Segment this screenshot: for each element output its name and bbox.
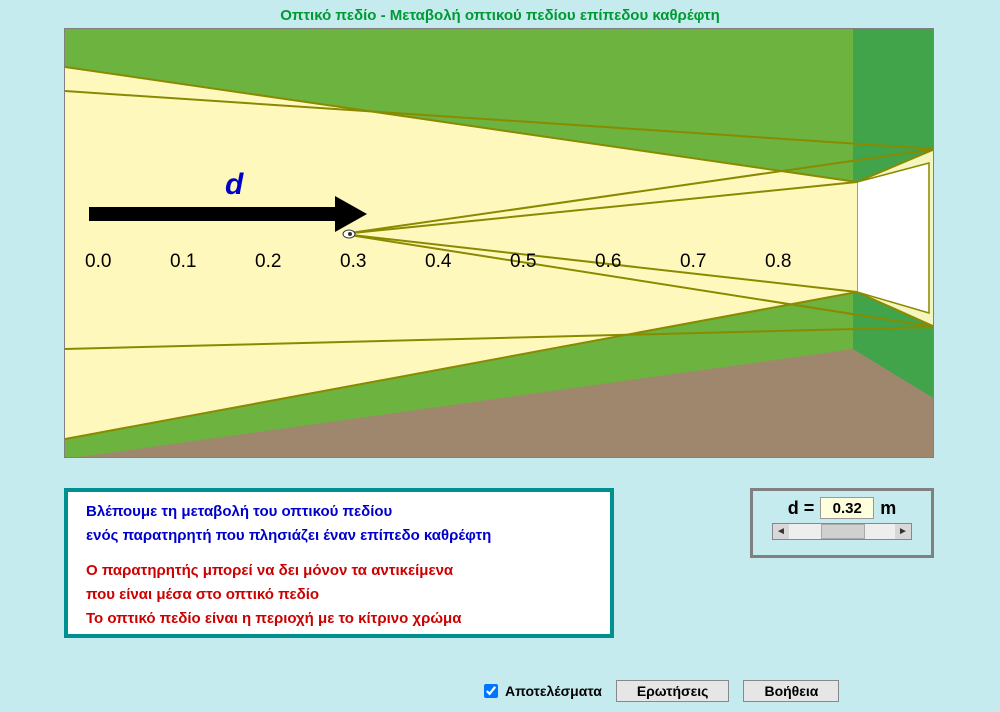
info-line-2: ενός παρατηρητή που πλησιάζει έναν επίπε… [86,526,592,546]
questions-button[interactable]: Ερωτήσεις [616,680,730,702]
slider-track[interactable] [789,524,895,539]
info-line-5: Το οπτικό πεδίο είναι η περιοχή με το κί… [86,609,592,629]
slider-right-arrow-icon[interactable]: ► [895,524,911,539]
d-readout: d = 0.32 m [759,497,925,519]
stage-svg: d 0.0 0.1 0.2 0.3 0.4 0.5 0.6 0.7 0.8 [65,29,934,458]
info-line-3: Ο παρατηρητής μπορεί να δει μόνον τα αντ… [86,561,592,581]
results-checkbox-wrap[interactable]: Αποτελέσματα [480,681,602,701]
svg-text:0.5: 0.5 [510,251,536,272]
d-unit: m [880,498,896,519]
title-text: Οπτικό πεδίο - Μεταβολή οπτικού πεδίου ε… [280,7,720,24]
svg-text:0.0: 0.0 [85,251,111,272]
results-label: Αποτελέσματα [505,683,602,699]
results-checkbox[interactable] [484,684,498,698]
svg-text:0.2: 0.2 [255,251,281,272]
svg-text:0.7: 0.7 [680,251,706,272]
info-line-1: Βλέπουμε τη μεταβολή του οπτικού πεδίου [86,502,592,522]
app-root: Οπτικό πεδίο - Μεταβολή οπτικού πεδίου ε… [0,0,1000,712]
svg-text:0.6: 0.6 [595,251,621,272]
stage: d 0.0 0.1 0.2 0.3 0.4 0.5 0.6 0.7 0.8 [64,28,934,458]
svg-text:0.3: 0.3 [340,251,366,272]
bottom-controls: Αποτελέσματα Ερωτήσεις Βοήθεια [0,680,1000,702]
svg-text:d: d [225,168,244,201]
svg-text:0.1: 0.1 [170,251,196,272]
svg-text:0.4: 0.4 [425,251,452,272]
info-panel: Βλέπουμε τη μεταβολή του οπτικού πεδίου … [64,488,614,638]
d-value: 0.32 [820,497,874,519]
d-label: d = [788,498,815,519]
slider-left-arrow-icon[interactable]: ◄ [773,524,789,539]
title-bar: Οπτικό πεδίο - Μεταβολή οπτικού πεδίου ε… [4,4,996,28]
d-panel: d = 0.32 m ◄ ► [750,488,934,558]
d-slider[interactable]: ◄ ► [772,523,912,540]
info-line-4: που είναι μέσα στο οπτικό πεδίο [86,585,592,605]
slider-thumb[interactable] [821,524,865,539]
help-button[interactable]: Βοήθεια [743,680,839,702]
svg-text:0.8: 0.8 [765,251,791,272]
